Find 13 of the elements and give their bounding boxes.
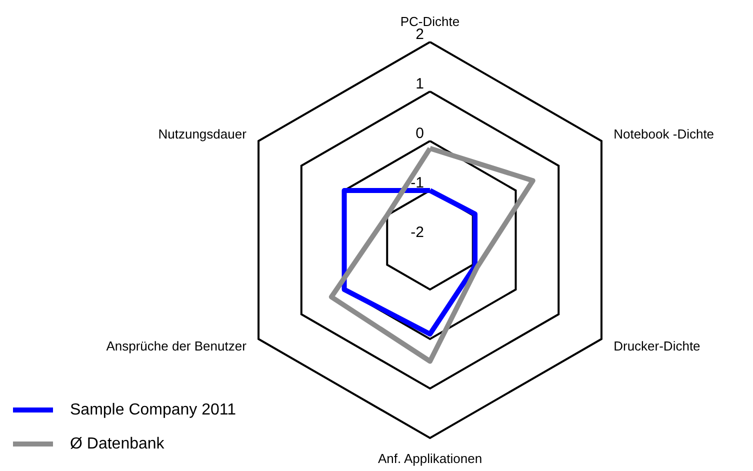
legend-label: Ø Datenbank bbox=[70, 436, 166, 452]
legend-label: Sample Company 2011 bbox=[70, 402, 236, 418]
spoke-label: Ansprüche der Benutzer bbox=[106, 338, 248, 354]
y-tick-label: -2 bbox=[410, 224, 424, 241]
spoke-label: PC-Dichte bbox=[400, 14, 460, 29]
y-tick-label: 1 bbox=[416, 76, 424, 92]
y-tick-label: -1 bbox=[410, 174, 424, 192]
spoke-label: Notebook -Dichte bbox=[614, 126, 714, 142]
spoke-label: Drucker-Dichte bbox=[614, 338, 700, 354]
spoke-label: Anf. Applikationen bbox=[378, 451, 482, 466]
y-tick-label: 2 bbox=[416, 26, 424, 43]
spoke-label: Nutzungsdauer bbox=[158, 126, 248, 142]
y-tick-label: 0 bbox=[416, 125, 424, 142]
